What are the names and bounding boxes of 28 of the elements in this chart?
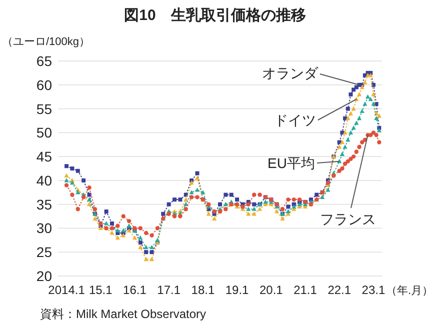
y-tick-label: 20 (36, 268, 52, 284)
y-tick-label: 40 (36, 172, 52, 188)
x-tick-label: 23.1 (362, 283, 386, 297)
x-axis-title: （年.月） (386, 285, 430, 297)
y-tick-label: 55 (36, 100, 52, 117)
y-tick-label: 60 (36, 76, 52, 93)
y-tick-label: 35 (36, 196, 52, 212)
series-label: EU平均 (268, 155, 315, 171)
chart-title: 図10 生乳取引価格の推移 (124, 7, 306, 24)
y-tick-label: 30 (36, 220, 52, 236)
y-tick-label: 45 (36, 148, 52, 165)
x-tick-label: 22.1 (328, 283, 352, 297)
x-tick-label: 19.1 (225, 283, 250, 297)
x-tick-label: 17.1 (157, 283, 181, 297)
y-axis-title: （ユーロ/100kg） (2, 36, 90, 48)
x-tick-label: 20.1 (259, 283, 284, 297)
x-tick-label: 2014.1 (48, 283, 86, 297)
x-tick-label: 15.1 (88, 283, 113, 297)
series-label: ドイツ (274, 112, 316, 128)
x-tick-label: 16.1 (123, 283, 147, 297)
series-label: フランス (320, 211, 376, 227)
y-tick-label: 25 (36, 244, 52, 260)
x-tick-label: 21.1 (294, 283, 318, 297)
text: 資料：Milk Market Observatory (40, 307, 206, 321)
x-tick-label: 18.1 (191, 283, 215, 297)
text: オランダ (262, 65, 319, 81)
y-tick-label: 65 (36, 53, 52, 69)
y-tick-label: 50 (36, 124, 52, 141)
